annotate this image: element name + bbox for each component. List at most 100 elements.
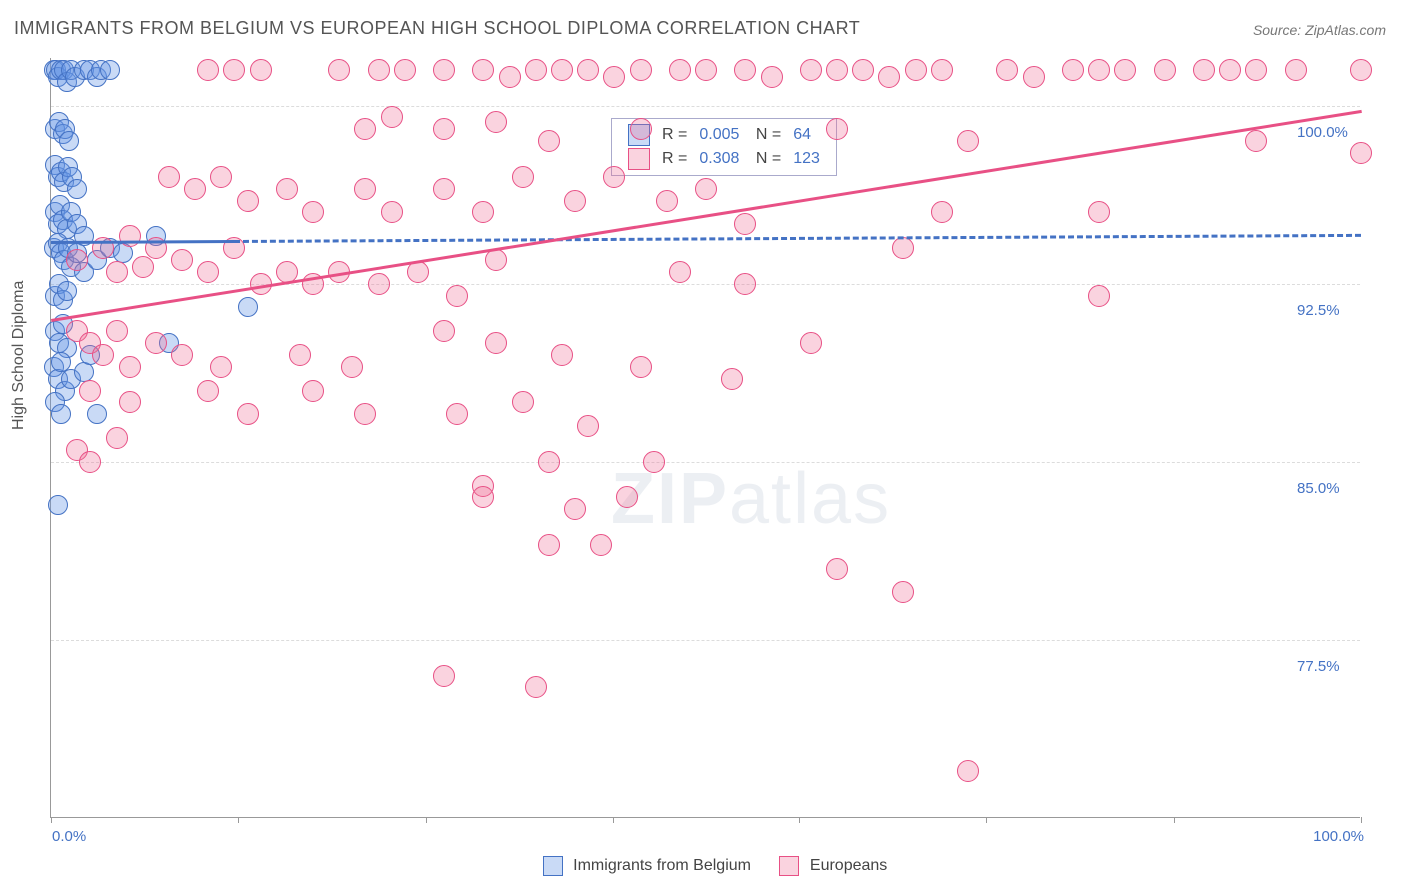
data-point xyxy=(721,368,743,390)
data-point xyxy=(238,297,258,317)
data-point xyxy=(158,166,180,188)
data-point xyxy=(643,451,665,473)
gridline xyxy=(51,106,1360,107)
data-point xyxy=(1088,285,1110,307)
data-point xyxy=(51,404,71,424)
data-point xyxy=(381,106,403,128)
y-tick-label: 92.5% xyxy=(1297,302,1352,319)
data-point xyxy=(119,225,141,247)
data-point xyxy=(931,201,953,223)
data-point xyxy=(106,320,128,342)
data-point xyxy=(525,59,547,81)
data-point xyxy=(210,166,232,188)
data-point xyxy=(905,59,927,81)
data-point xyxy=(734,213,756,235)
data-point xyxy=(800,59,822,81)
data-point xyxy=(892,237,914,259)
data-point xyxy=(1088,201,1110,223)
data-point xyxy=(826,558,848,580)
data-point xyxy=(1114,59,1136,81)
data-point xyxy=(368,273,390,295)
data-point xyxy=(250,59,272,81)
data-point xyxy=(616,486,638,508)
data-point xyxy=(630,356,652,378)
data-point xyxy=(92,344,114,366)
data-point xyxy=(695,59,717,81)
data-point xyxy=(656,190,678,212)
data-point xyxy=(826,118,848,140)
data-point xyxy=(734,59,756,81)
gridline xyxy=(51,284,1360,285)
x-tick xyxy=(1361,817,1362,823)
x-axis-max-label: 100.0% xyxy=(1313,828,1364,845)
data-point xyxy=(328,59,350,81)
data-point xyxy=(577,59,599,81)
data-point xyxy=(1088,59,1110,81)
data-point xyxy=(67,179,87,199)
data-point xyxy=(48,495,68,515)
legend-swatch-bottom-1 xyxy=(543,856,563,876)
data-point xyxy=(892,581,914,603)
legend-swatch-series-2 xyxy=(628,148,650,170)
data-point xyxy=(302,380,324,402)
bottom-legend: Immigrants from Belgium Europeans xyxy=(0,856,1406,876)
stat-r-2: 0.308 xyxy=(693,147,745,171)
x-tick xyxy=(1174,817,1175,823)
data-point xyxy=(538,451,560,473)
gridline xyxy=(51,640,1360,641)
data-point xyxy=(957,760,979,782)
trend-line xyxy=(234,234,1361,243)
data-point xyxy=(57,281,77,301)
x-tick xyxy=(51,817,52,823)
data-point xyxy=(171,249,193,271)
scatter-plot-area: ZIPatlas R = 0.005 N = 64 R = 0.308 N = … xyxy=(50,58,1360,818)
data-point xyxy=(603,166,625,188)
data-point xyxy=(512,166,534,188)
stat-n-1: 64 xyxy=(787,123,826,147)
chart-title: IMMIGRANTS FROM BELGIUM VS EUROPEAN HIGH… xyxy=(14,18,860,39)
data-point xyxy=(87,404,107,424)
data-point xyxy=(512,391,534,413)
y-axis-title: High School Diploma xyxy=(10,281,28,430)
stat-r-1: 0.005 xyxy=(693,123,745,147)
data-point xyxy=(276,178,298,200)
x-tick xyxy=(238,817,239,823)
data-point xyxy=(761,66,783,88)
x-tick xyxy=(613,817,614,823)
data-point xyxy=(184,178,206,200)
data-point xyxy=(368,59,390,81)
data-point xyxy=(485,111,507,133)
data-point xyxy=(197,380,219,402)
data-point xyxy=(878,66,900,88)
data-point xyxy=(1350,142,1372,164)
data-point xyxy=(145,332,167,354)
data-point xyxy=(538,534,560,556)
data-point xyxy=(1245,59,1267,81)
data-point xyxy=(381,201,403,223)
data-point xyxy=(564,498,586,520)
data-point xyxy=(800,332,822,354)
data-point xyxy=(132,256,154,278)
data-point xyxy=(197,261,219,283)
y-tick-label: 85.0% xyxy=(1297,480,1352,497)
data-point xyxy=(341,356,363,378)
data-point xyxy=(289,344,311,366)
data-point xyxy=(734,273,756,295)
data-point xyxy=(1154,59,1176,81)
data-point xyxy=(119,391,141,413)
data-point xyxy=(590,534,612,556)
stat-n-2: 123 xyxy=(787,147,826,171)
data-point xyxy=(106,427,128,449)
data-point xyxy=(931,59,953,81)
data-point xyxy=(106,261,128,283)
data-point xyxy=(79,380,101,402)
data-point xyxy=(630,59,652,81)
data-point xyxy=(433,178,455,200)
data-point xyxy=(446,285,468,307)
data-point xyxy=(1245,130,1267,152)
data-point xyxy=(302,201,324,223)
stats-row-series-1: R = 0.005 N = 64 xyxy=(622,123,826,147)
x-axis-min-label: 0.0% xyxy=(52,828,86,845)
data-point xyxy=(66,249,88,271)
legend-label-2: Europeans xyxy=(810,857,887,874)
